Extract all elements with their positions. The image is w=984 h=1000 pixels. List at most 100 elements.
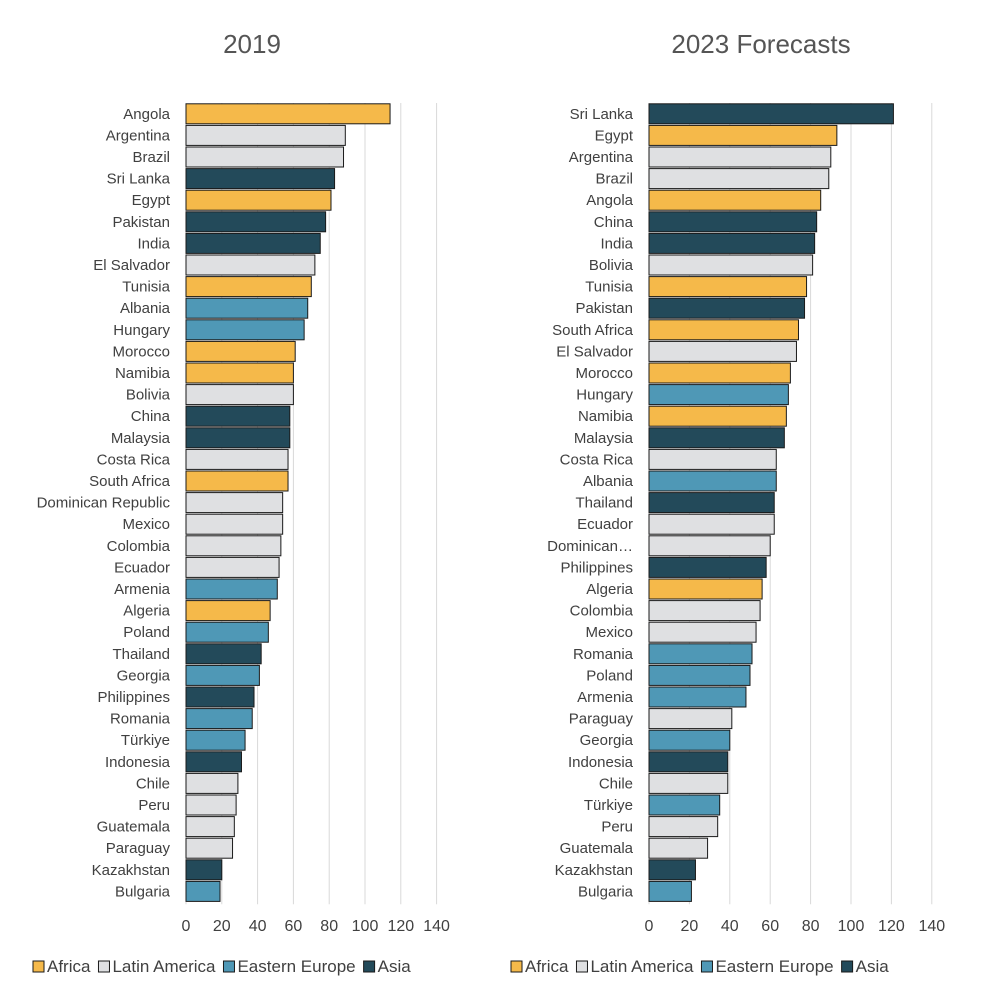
- bar-mexico: [648, 621, 757, 643]
- bar-bulgaria: [185, 880, 221, 902]
- x-tick-label: 140: [918, 918, 945, 935]
- category-label: South Africa: [552, 322, 634, 339]
- category-label: Philippines: [97, 689, 170, 706]
- category-label: Malaysia: [574, 430, 634, 447]
- bar-t-rkiye: [185, 729, 246, 751]
- category-label: Hungary: [576, 387, 633, 404]
- category-label: Bolivia: [126, 387, 171, 404]
- bar-indonesia: [648, 751, 729, 773]
- legend-label-latin-america: Latin America: [590, 957, 694, 976]
- category-label: Mexico: [122, 516, 170, 533]
- bar-romania: [648, 643, 753, 665]
- bar-bolivia: [648, 254, 814, 276]
- category-label: Dominican Republic: [37, 495, 171, 512]
- x-tick-label: 60: [761, 918, 779, 935]
- bar-ecuador: [185, 556, 280, 578]
- category-label: Mexico: [585, 624, 633, 641]
- bar-pakistan: [648, 297, 806, 319]
- bar-south-africa: [648, 319, 799, 341]
- bar-pakistan: [185, 211, 327, 233]
- bar-philippines: [185, 686, 255, 708]
- legend-swatch-africa: [32, 960, 45, 973]
- category-label: Dominican…: [547, 538, 633, 555]
- bar-india: [648, 232, 816, 254]
- category-label: Sri Lanka: [570, 106, 634, 123]
- category-label: Colombia: [570, 603, 634, 620]
- bar-morocco: [185, 340, 296, 362]
- category-label: Peru: [138, 797, 170, 814]
- category-label: Pakistan: [575, 300, 633, 317]
- category-label: Philippines: [560, 559, 633, 576]
- bar-poland: [185, 621, 269, 643]
- bar-morocco: [648, 362, 791, 384]
- legend-swatch-asia: [363, 960, 376, 973]
- category-label: Chile: [136, 775, 170, 792]
- category-label: Namibia: [578, 408, 634, 425]
- category-label: Malaysia: [111, 430, 171, 447]
- bar-georgia: [648, 729, 731, 751]
- legend-swatch-latin-america: [97, 960, 110, 973]
- bar-egypt: [185, 189, 332, 211]
- category-label: Bulgaria: [578, 883, 634, 900]
- legend-label-eastern-europe: Eastern Europe: [715, 957, 833, 976]
- bar-chile: [185, 772, 239, 794]
- bar-paraguay: [648, 708, 733, 730]
- bar-albania: [648, 470, 777, 492]
- chart-2: 2023 Forecasts 0 20 40 60 80 100 120 140 Sri Lank…: [510, 29, 945, 976]
- category-label: Poland: [123, 624, 170, 641]
- category-label: Romania: [110, 711, 171, 728]
- category-label: Albania: [120, 300, 171, 317]
- x-tick-label: 80: [320, 918, 338, 935]
- category-label: El Salvador: [93, 257, 170, 274]
- category-label: Thailand: [112, 646, 170, 663]
- bar-dominican: [648, 535, 771, 557]
- bar-albania: [185, 297, 309, 319]
- category-label: Algeria: [123, 603, 170, 620]
- category-label: Kazakhstan: [555, 862, 633, 879]
- x-tick-label: 80: [802, 918, 820, 935]
- bar-mexico: [185, 513, 284, 535]
- category-label: Algeria: [586, 581, 633, 598]
- bar-angola: [185, 103, 391, 125]
- x-tick-label: 100: [838, 918, 865, 935]
- bar-bolivia: [185, 384, 294, 406]
- x-tick-label: 140: [423, 918, 450, 935]
- bar-el-salvador: [648, 340, 797, 362]
- category-label: Romania: [573, 646, 634, 663]
- legend-swatch-eastern-europe: [222, 960, 235, 973]
- bar-brazil: [185, 146, 345, 168]
- bar-peru: [648, 816, 719, 838]
- category-label: Guatemala: [97, 819, 171, 836]
- legend-swatch-asia: [841, 960, 854, 973]
- legend-label-africa: Africa: [47, 957, 91, 976]
- bar-argentina: [185, 124, 346, 146]
- bar-ecuador: [648, 513, 775, 535]
- category-label: Georgia: [580, 732, 634, 749]
- category-label: Tunisia: [122, 279, 170, 296]
- category-label: Albania: [583, 473, 634, 490]
- category-label: Costa Rica: [97, 451, 171, 468]
- category-label: China: [131, 408, 171, 425]
- category-label: Kazakhstan: [92, 862, 170, 879]
- category-label: Türkiye: [584, 797, 633, 814]
- category-label: Tunisia: [585, 279, 633, 296]
- bar-malaysia: [185, 427, 291, 449]
- category-label: Türkiye: [121, 732, 170, 749]
- bar-hungary: [185, 319, 305, 341]
- x-tick-label: 40: [249, 918, 267, 935]
- bar-argentina: [648, 146, 832, 168]
- category-label: Armenia: [577, 689, 634, 706]
- bar-t-rkiye: [648, 794, 721, 816]
- category-label: China: [594, 214, 634, 231]
- x-tick-label: 120: [387, 918, 414, 935]
- legend-label-asia: Asia: [378, 957, 412, 976]
- category-label: Indonesia: [568, 754, 634, 771]
- bar-namibia: [648, 405, 787, 427]
- legend-label-eastern-europe: Eastern Europe: [237, 957, 355, 976]
- bar-egypt: [648, 124, 838, 146]
- category-label: Egypt: [595, 127, 634, 144]
- legend: Africa Latin America Eastern Europe Asia: [32, 957, 412, 976]
- bar-dominican-republic: [185, 492, 284, 514]
- x-tick-label: 120: [878, 918, 905, 935]
- bar-armenia: [648, 686, 747, 708]
